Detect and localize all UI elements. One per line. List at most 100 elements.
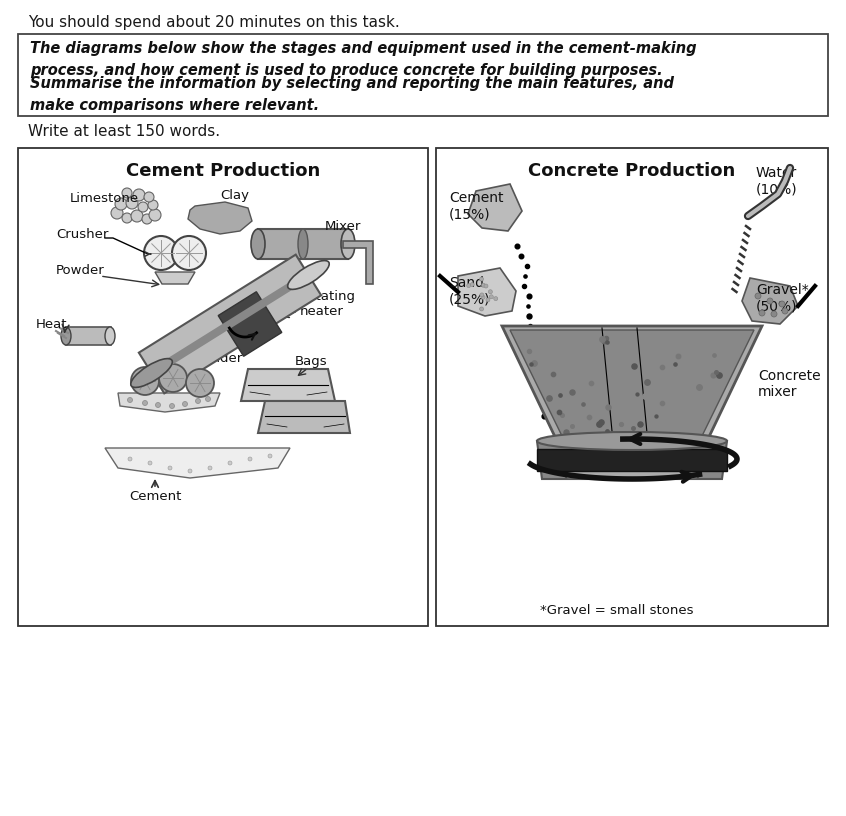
Circle shape <box>144 192 154 202</box>
Circle shape <box>142 401 147 406</box>
Polygon shape <box>188 202 252 234</box>
Text: Limestone: Limestone <box>70 192 139 205</box>
Text: The diagrams below show the stages and equipment used in the cement-making
proce: The diagrams below show the stages and e… <box>30 41 696 78</box>
Circle shape <box>767 298 773 304</box>
Bar <box>139 255 321 393</box>
Bar <box>65 327 111 345</box>
Text: Summarise the information by selecting and reporting the main features, and
make: Summarise the information by selecting a… <box>30 76 674 113</box>
Ellipse shape <box>251 229 265 259</box>
Circle shape <box>228 461 232 465</box>
Ellipse shape <box>159 364 187 392</box>
Circle shape <box>128 397 133 402</box>
Polygon shape <box>502 326 762 441</box>
Circle shape <box>144 236 178 270</box>
Circle shape <box>779 301 785 307</box>
Text: Grinder: Grinder <box>192 352 242 365</box>
Polygon shape <box>258 401 350 433</box>
Circle shape <box>208 466 212 470</box>
Circle shape <box>115 198 127 210</box>
Polygon shape <box>241 369 335 401</box>
Text: Gravel*
(50%): Gravel* (50%) <box>756 283 809 313</box>
Circle shape <box>126 197 138 209</box>
Circle shape <box>480 293 484 297</box>
Bar <box>218 292 282 357</box>
Circle shape <box>172 236 206 270</box>
Text: Rotating
heater: Rotating heater <box>300 290 356 318</box>
Circle shape <box>149 209 161 221</box>
Polygon shape <box>510 330 754 438</box>
Circle shape <box>122 188 132 198</box>
Text: Write at least 150 words.: Write at least 150 words. <box>28 123 220 139</box>
Circle shape <box>484 284 488 288</box>
Text: Cement: Cement <box>129 490 181 503</box>
Circle shape <box>494 297 497 300</box>
Bar <box>258 229 348 259</box>
Polygon shape <box>343 241 373 284</box>
Text: Heat: Heat <box>36 317 68 330</box>
Circle shape <box>183 401 188 406</box>
FancyBboxPatch shape <box>18 148 428 626</box>
Text: Concrete Production: Concrete Production <box>529 162 736 180</box>
Circle shape <box>755 293 761 299</box>
Circle shape <box>248 457 252 461</box>
Circle shape <box>122 213 132 223</box>
Ellipse shape <box>61 327 71 345</box>
Circle shape <box>148 200 158 210</box>
Ellipse shape <box>105 327 115 345</box>
Circle shape <box>489 295 493 299</box>
Text: Sand
(25%): Sand (25%) <box>449 276 491 306</box>
Text: Crusher: Crusher <box>56 228 108 241</box>
Polygon shape <box>742 278 798 324</box>
Circle shape <box>111 207 123 219</box>
Text: Bags: Bags <box>295 354 327 367</box>
Circle shape <box>133 189 145 201</box>
Polygon shape <box>155 272 195 284</box>
Ellipse shape <box>186 369 214 397</box>
Circle shape <box>131 210 143 222</box>
Circle shape <box>467 284 470 287</box>
Circle shape <box>480 307 484 311</box>
FancyBboxPatch shape <box>18 34 828 116</box>
Polygon shape <box>537 449 727 471</box>
Text: Cement
(15%): Cement (15%) <box>449 191 503 221</box>
Polygon shape <box>468 184 522 231</box>
Circle shape <box>128 457 132 461</box>
Ellipse shape <box>298 229 308 259</box>
Circle shape <box>481 295 485 299</box>
Circle shape <box>195 398 201 403</box>
Circle shape <box>168 466 172 470</box>
Text: Mixer: Mixer <box>325 220 361 233</box>
Text: You should spend about 20 minutes on this task.: You should spend about 20 minutes on thi… <box>28 16 400 30</box>
Circle shape <box>470 282 475 286</box>
Ellipse shape <box>131 358 173 388</box>
Polygon shape <box>105 448 290 478</box>
Circle shape <box>782 308 788 314</box>
Circle shape <box>488 290 492 294</box>
Circle shape <box>486 298 490 302</box>
Circle shape <box>759 310 765 316</box>
Circle shape <box>188 469 192 473</box>
Text: *Gravel = small stones: *Gravel = small stones <box>540 605 694 618</box>
Ellipse shape <box>537 432 727 450</box>
Text: Concrete
mixer: Concrete mixer <box>758 369 821 399</box>
Circle shape <box>156 402 161 407</box>
Circle shape <box>142 214 152 224</box>
Circle shape <box>169 403 174 409</box>
FancyBboxPatch shape <box>436 148 828 626</box>
Ellipse shape <box>288 260 329 290</box>
Circle shape <box>771 311 777 317</box>
Circle shape <box>148 461 152 465</box>
Polygon shape <box>118 393 220 412</box>
Ellipse shape <box>131 367 159 395</box>
Polygon shape <box>537 441 727 479</box>
Circle shape <box>206 397 211 401</box>
Text: Water
(10%): Water (10%) <box>756 166 798 196</box>
Circle shape <box>480 277 484 281</box>
Bar <box>150 272 310 376</box>
Text: Powder: Powder <box>56 264 105 277</box>
Polygon shape <box>458 268 516 316</box>
Polygon shape <box>562 471 702 479</box>
Ellipse shape <box>341 229 355 259</box>
Circle shape <box>481 283 486 287</box>
Circle shape <box>138 202 148 212</box>
